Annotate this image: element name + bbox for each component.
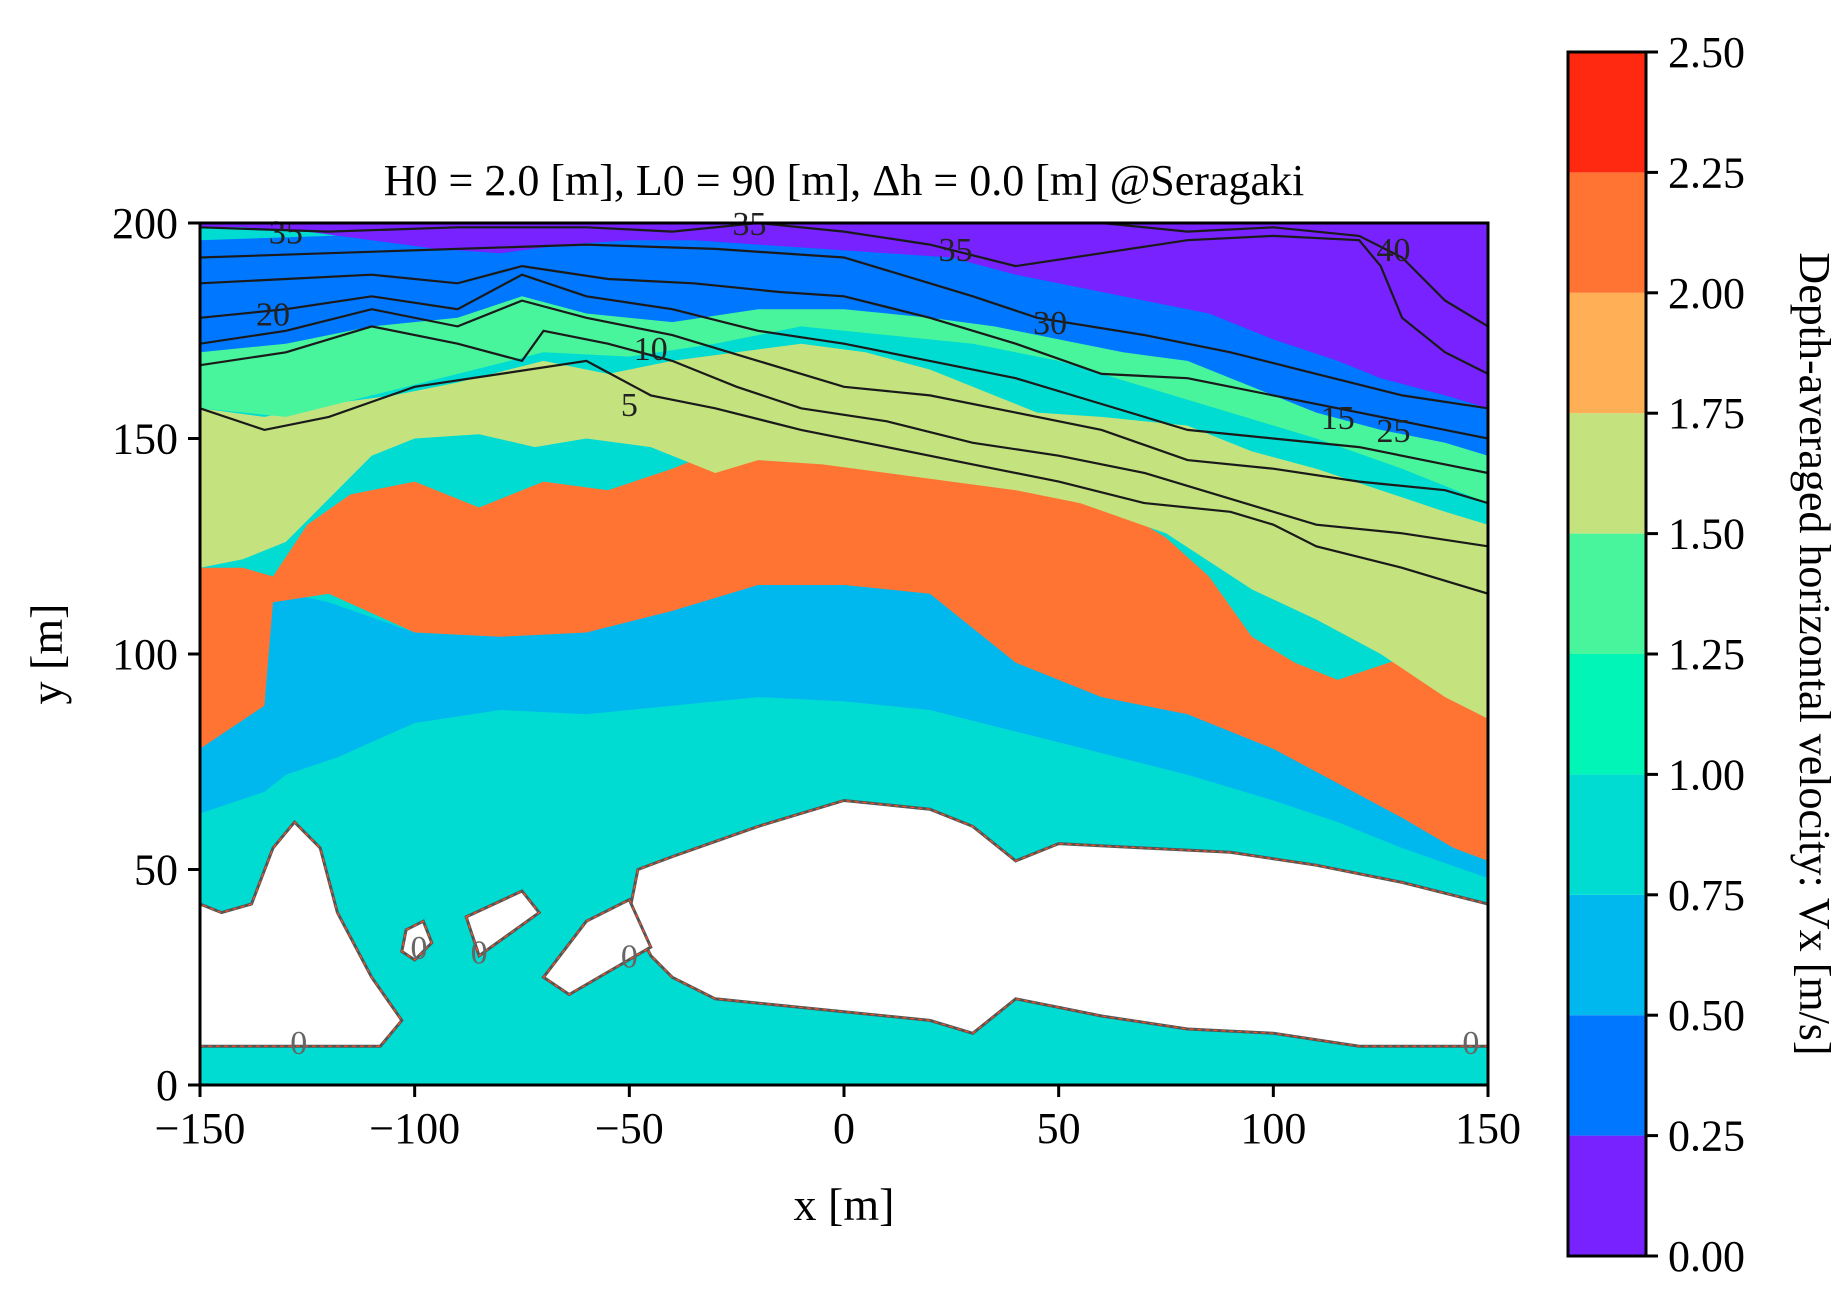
colorbar-tick-label: 0.50 bbox=[1668, 991, 1745, 1040]
colorbar-tick-label: 0.75 bbox=[1668, 871, 1745, 920]
y-tick-label: 0 bbox=[156, 1061, 178, 1110]
x-tick-label: 150 bbox=[1455, 1104, 1521, 1153]
depth-contour-label: 30 bbox=[1033, 305, 1067, 342]
colorbar-swatch bbox=[1568, 894, 1646, 1016]
x-axis-ticks: −150 −100 −50 0 50 100 150 bbox=[155, 1085, 1521, 1153]
depth-contour-40 bbox=[1101, 223, 1488, 328]
colorbar-ticks: 0.00 0.25 0.50 0.75 1.00 1.25 1.50 1.75 2.00 2.25… bbox=[1646, 28, 1745, 1281]
y-tick-label: 200 bbox=[112, 199, 178, 248]
velocity-region-deep-purple bbox=[200, 223, 1488, 409]
y-tick-label: 100 bbox=[112, 630, 178, 679]
colorbar-tick-label: 0.00 bbox=[1668, 1232, 1745, 1281]
x-tick-label: −150 bbox=[155, 1104, 246, 1153]
colorbar-tick-label: 2.00 bbox=[1668, 269, 1745, 318]
colorbar-tick-label: 2.25 bbox=[1668, 148, 1745, 197]
colorbar: 0.00 0.25 0.50 0.75 1.00 1.25 1.50 1.75 2.00 2.25… bbox=[1566, 28, 1839, 1281]
depth-contour-label: 15 bbox=[1321, 400, 1355, 437]
colorbar-swatch bbox=[1568, 413, 1646, 534]
depth-contour-label: 35 bbox=[269, 215, 303, 252]
depth-contour-label: 40 bbox=[1377, 232, 1411, 269]
x-tick-label: −100 bbox=[369, 1104, 460, 1153]
depth-contour-layer bbox=[200, 223, 1488, 595]
depth-contour-20 bbox=[200, 273, 1488, 475]
y-axis-label: y [m] bbox=[21, 604, 72, 705]
depth-contour-label: 35 bbox=[939, 232, 973, 269]
colorbar-swatch bbox=[1568, 533, 1646, 654]
chart-title: H0 = 2.0 [m], L0 = 90 [m], Δh = 0.0 [m] … bbox=[384, 156, 1304, 205]
depth-contour-label: 10 bbox=[634, 331, 668, 368]
land-layer bbox=[200, 798, 1488, 1048]
x-tick-label: −50 bbox=[595, 1104, 664, 1153]
depth-contour-5 bbox=[200, 359, 1488, 595]
depth-contour-15 bbox=[200, 299, 1488, 505]
depth-contour-10 bbox=[200, 325, 1488, 548]
depth-contour-label: 0 bbox=[410, 930, 427, 967]
colorbar-swatch bbox=[1568, 1135, 1646, 1256]
colorbar-swatch bbox=[1568, 52, 1646, 173]
depth-contour-label: 0 bbox=[621, 939, 638, 976]
x-tick-label: 0 bbox=[833, 1104, 855, 1153]
colorbar-swatch bbox=[1568, 172, 1646, 293]
depth-contour-label: 25 bbox=[1377, 413, 1411, 450]
colorbar-tick-label: 1.25 bbox=[1668, 630, 1745, 679]
colorbar-tick-label: 1.00 bbox=[1668, 750, 1745, 799]
x-tick-label: 100 bbox=[1240, 1104, 1306, 1153]
colorbar-swatch bbox=[1568, 774, 1646, 895]
depth-contour-25 bbox=[200, 264, 1488, 440]
shoreline-west-island bbox=[200, 821, 403, 1047]
depth-contour-label: 5 bbox=[621, 387, 638, 424]
y-axis-ticks: 0 50 100 150 200 bbox=[112, 199, 200, 1110]
colorbar-swatch bbox=[1568, 1015, 1646, 1136]
depth-contour-label: 20 bbox=[256, 297, 290, 334]
y-tick-label: 150 bbox=[112, 415, 178, 464]
y-tick-label: 50 bbox=[134, 846, 178, 895]
shoreline-rock-1 bbox=[401, 920, 433, 961]
depth-contour-label: 0 bbox=[1462, 1025, 1479, 1062]
shoreline-east-island bbox=[628, 799, 1488, 1047]
velocity-region-green-yellow-band bbox=[200, 343, 1488, 719]
depth-contour-35 bbox=[200, 223, 1488, 375]
velocity-region-outer-orange-band bbox=[200, 434, 1488, 861]
colorbar-label: Depth-averaged horizontal velocity: Vx [… bbox=[1790, 252, 1839, 1055]
depth-contour-30 bbox=[200, 243, 1488, 410]
colorbar-tick-label: 2.50 bbox=[1668, 28, 1745, 77]
shoreline-rock-3 bbox=[542, 898, 652, 996]
x-axis-label: x [m] bbox=[794, 1179, 895, 1230]
colorbar-tick-label: 1.75 bbox=[1668, 389, 1745, 438]
colorbar-tick-label: 1.50 bbox=[1668, 510, 1745, 559]
shoreline-rock-2 bbox=[465, 890, 541, 957]
x-tick-label: 50 bbox=[1037, 1104, 1081, 1153]
plot-area bbox=[200, 223, 1488, 1085]
depth-contour-label: 0 bbox=[471, 934, 488, 971]
colorbar-swatches bbox=[1568, 52, 1646, 1256]
colorbar-tick-label: 0.25 bbox=[1668, 1112, 1745, 1161]
colorbar-swatch bbox=[1568, 292, 1646, 414]
colorbar-swatch bbox=[1568, 654, 1646, 775]
velocity-region-teal-band bbox=[200, 274, 1488, 504]
depth-contour-label: 0 bbox=[290, 1025, 307, 1062]
